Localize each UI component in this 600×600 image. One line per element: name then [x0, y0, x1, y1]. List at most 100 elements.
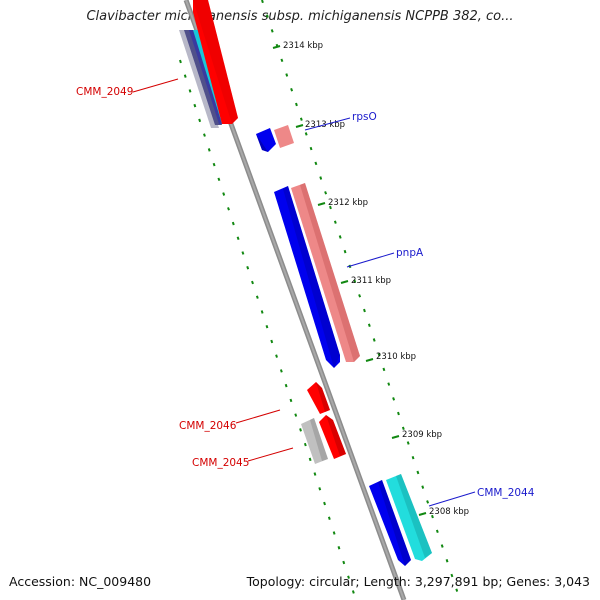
tick-mark	[358, 294, 362, 298]
gene-label-pnpa[interactable]: pnpA	[346, 247, 424, 268]
tick-mark	[198, 118, 202, 123]
tick-mark	[401, 426, 405, 431]
tick-mark	[455, 588, 459, 592]
tick-mark	[207, 148, 211, 152]
tick-mark	[188, 89, 192, 93]
gene-label-cmm-2045[interactable]: CMM_2045	[192, 447, 294, 469]
tick-mark	[193, 103, 197, 108]
tick-mark	[294, 413, 298, 417]
tick-mark	[270, 339, 274, 344]
topology-summary-text: Topology: circular; Length: 3,297,891 bp…	[246, 574, 590, 589]
kbp-label: 2308 kbp	[429, 507, 469, 517]
tick-mark	[299, 428, 302, 432]
tick-mark	[236, 236, 240, 241]
tick-mark	[308, 457, 312, 462]
tick-mark	[304, 132, 308, 136]
tick-mark	[392, 397, 396, 401]
tick-mark	[333, 220, 337, 224]
svg-text:CMM_2044: CMM_2044	[477, 487, 535, 499]
tick-mark	[313, 472, 317, 476]
svg-text:CMM_2049: CMM_2049	[76, 86, 133, 98]
gene-cmm-2044-reverse[interactable]	[369, 480, 411, 566]
tick-mark	[421, 485, 425, 489]
gene-cmm-2044[interactable]	[386, 474, 432, 561]
tick-mark	[416, 470, 420, 475]
tick-mark	[217, 177, 221, 182]
tick-mark	[329, 205, 332, 210]
gene-label-cmm-2044[interactable]: CMM_2044	[428, 487, 535, 507]
gene-cmm-2046[interactable]	[307, 382, 330, 414]
tick-mark	[303, 442, 307, 447]
tick-mark	[275, 354, 278, 358]
gene-rpso-reverse[interactable]	[256, 128, 276, 152]
tick-mark	[179, 59, 182, 64]
tick-mark	[265, 14, 269, 18]
tick-mark	[265, 324, 269, 329]
tick-mark	[323, 501, 326, 506]
tick-mark	[314, 161, 318, 166]
tick-mark	[367, 323, 371, 327]
tick-mark	[203, 133, 206, 137]
tick-mark	[372, 338, 376, 342]
tick-mark	[338, 235, 342, 239]
tick-mark	[387, 382, 391, 386]
tick-mark	[251, 280, 254, 285]
gene-rpso-forward[interactable]	[274, 125, 294, 148]
outer-tick-ring	[261, 0, 459, 592]
tick-mark	[284, 383, 288, 388]
tick-mark	[212, 162, 216, 167]
kbp-label: 2311 kbp	[351, 276, 391, 286]
tick-mark	[270, 29, 274, 33]
gene-pnpa-forward[interactable]	[291, 183, 360, 362]
gene-label-rpso[interactable]: rpsO	[304, 111, 377, 131]
gene-forward-red-top[interactable]	[193, 0, 238, 124]
gene-label-cmm-2046[interactable]: CMM_2046	[179, 409, 281, 432]
tick-mark	[261, 0, 264, 4]
tick-mark	[227, 207, 230, 211]
kbp-label: 2309 kbp	[402, 430, 442, 440]
tick-mark	[285, 73, 289, 77]
tick-mark	[280, 58, 284, 63]
tick-mark	[353, 279, 357, 283]
tick-mark	[324, 191, 328, 195]
svg-text:pnpA: pnpA	[396, 247, 424, 259]
tick-mark	[406, 441, 410, 445]
tick-mark	[445, 559, 449, 563]
tick-mark	[440, 544, 444, 548]
tick-mark	[337, 546, 341, 550]
tick-mark	[343, 249, 347, 254]
gene-pnpa-reverse[interactable]	[274, 186, 340, 368]
tick-mark	[397, 411, 400, 416]
tick-mark	[260, 310, 264, 314]
tick-mark	[382, 367, 386, 372]
svg-text:rpsO: rpsO	[352, 111, 377, 123]
tick-mark	[222, 192, 226, 196]
tick-mark	[246, 265, 250, 270]
tick-mark	[351, 590, 355, 594]
tick-mark	[241, 251, 245, 255]
inner-tick-ring	[179, 59, 355, 594]
tick-mark	[450, 573, 454, 578]
gene-cmm-2045[interactable]	[319, 415, 346, 459]
tick-mark	[318, 487, 322, 491]
gene-cmm-2045-gray[interactable]	[301, 418, 328, 464]
tick-mark	[183, 74, 187, 78]
gene-label-cmm-2049[interactable]: CMM_2049	[76, 78, 179, 98]
tick-mark	[231, 221, 235, 226]
kbp-label: 2312 kbp	[328, 198, 368, 208]
kbp-label: 2310 kbp	[376, 352, 416, 362]
tick-mark	[431, 514, 434, 519]
svg-text:CMM_2046: CMM_2046	[179, 420, 237, 432]
tick-mark	[411, 455, 415, 460]
tick-mark	[255, 295, 259, 299]
tick-mark	[290, 87, 294, 92]
tick-mark	[327, 516, 331, 520]
tick-mark	[426, 500, 430, 504]
tick-mark	[319, 176, 323, 180]
tick-mark	[295, 102, 298, 107]
tick-mark	[332, 531, 336, 535]
tick-mark	[309, 146, 313, 151]
tick-mark	[279, 369, 283, 373]
